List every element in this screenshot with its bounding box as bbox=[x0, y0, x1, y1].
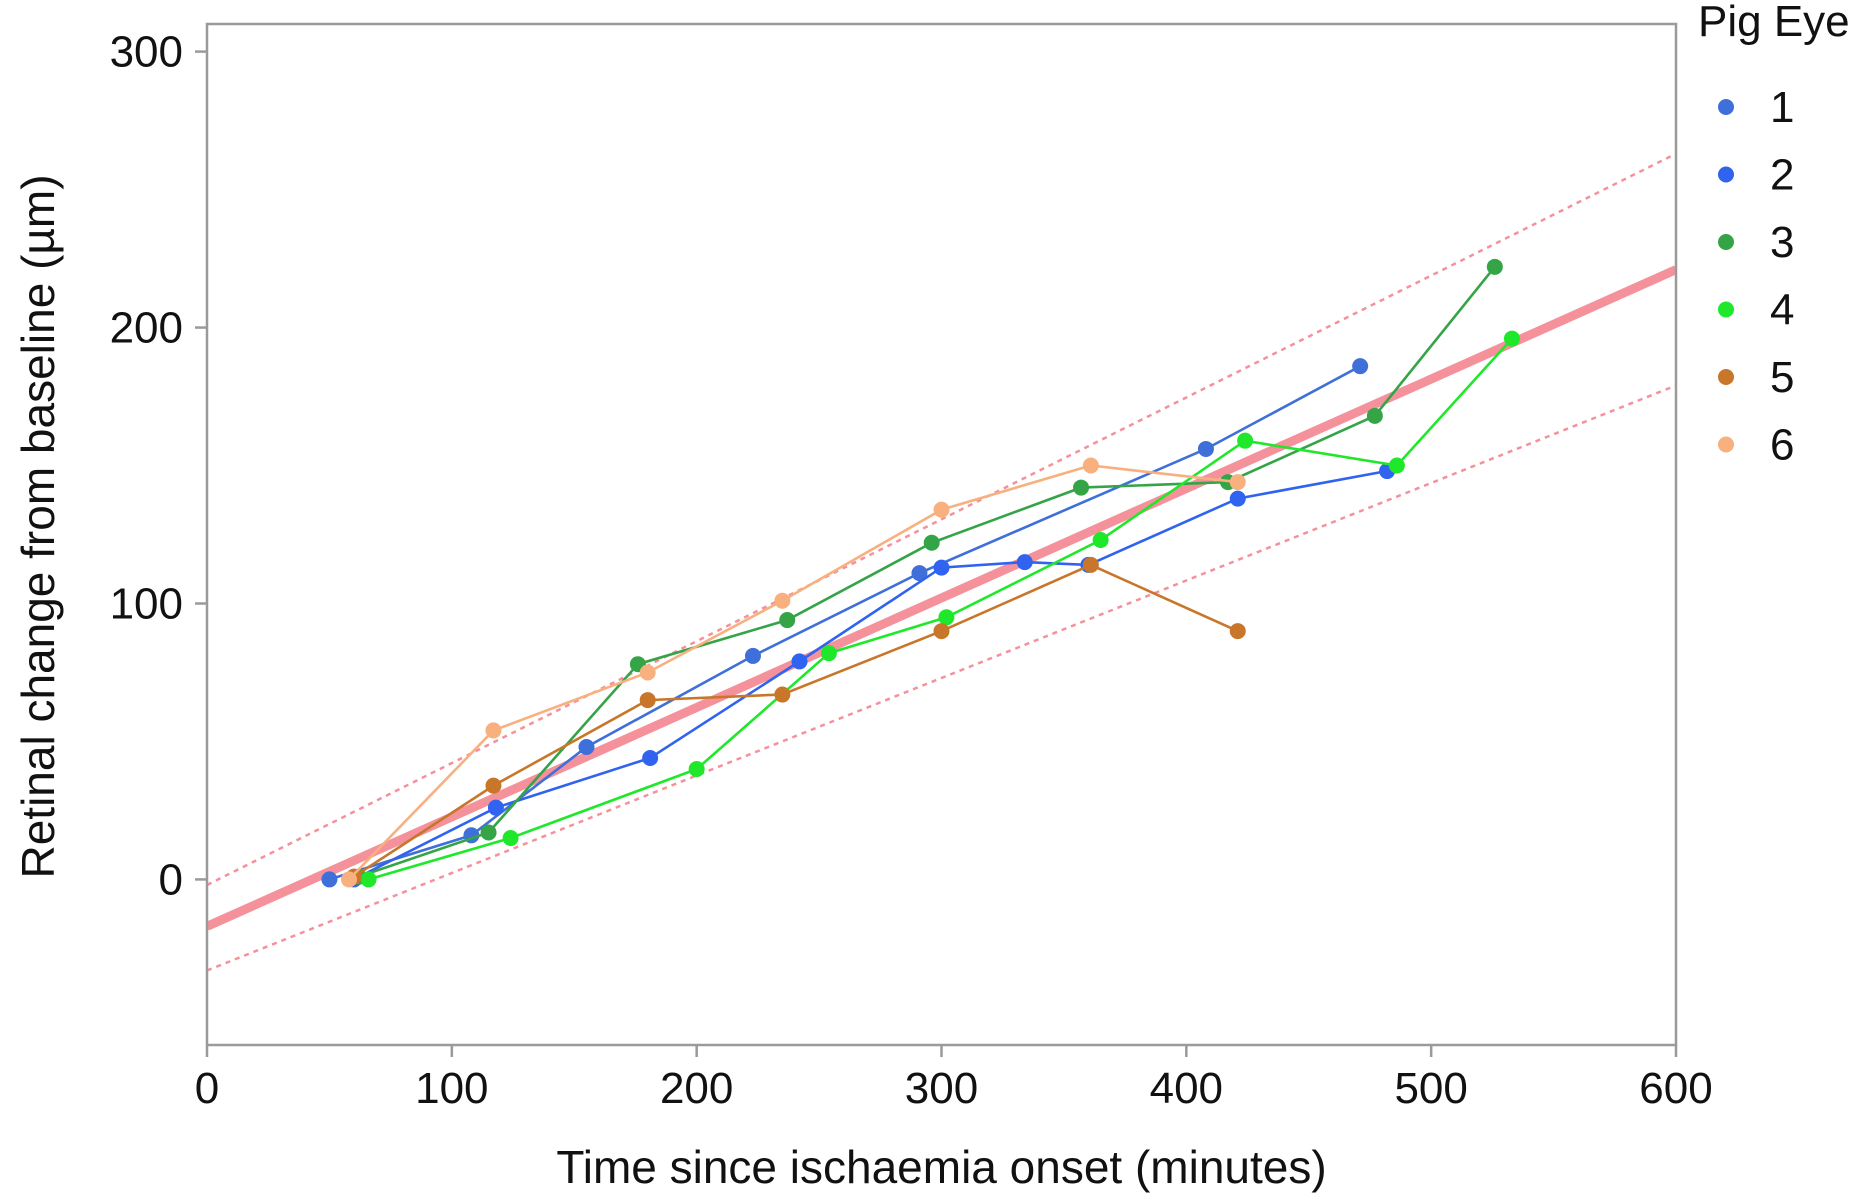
plot-frame bbox=[205, 22, 1678, 1047]
data-point bbox=[578, 738, 595, 755]
data-point bbox=[779, 612, 796, 629]
legend: Pig Eye 1 2 3 4 5 6 bbox=[1698, 0, 1850, 470]
y-tick-label: 200 bbox=[110, 304, 183, 353]
data-point bbox=[933, 501, 950, 518]
data-point bbox=[933, 559, 950, 576]
data-point bbox=[1503, 330, 1520, 347]
data-point bbox=[1237, 432, 1254, 449]
data-point bbox=[688, 761, 705, 778]
y-tick-label: 300 bbox=[110, 28, 183, 77]
data-point bbox=[923, 534, 940, 551]
data-point bbox=[774, 686, 791, 703]
data-point bbox=[639, 664, 656, 681]
series-4 bbox=[360, 330, 1520, 888]
series-line-2 bbox=[353, 469, 1388, 881]
legend-item: 6 bbox=[1718, 421, 1794, 470]
axes: 0 100 200 300 400 500 600 0 100 200 300 Time since … bbox=[12, 22, 1713, 1193]
data-point bbox=[1229, 490, 1246, 507]
y-tick-label: 0 bbox=[159, 855, 183, 904]
legend-item: 2 bbox=[1718, 151, 1794, 200]
series-2 bbox=[345, 463, 1396, 888]
data-point bbox=[360, 871, 377, 888]
regression-line bbox=[207, 265, 1676, 931]
legend-item: 1 bbox=[1718, 83, 1794, 132]
x-axis-title: Time since ischaemia onset (minutes) bbox=[556, 1141, 1326, 1193]
legend-label: 5 bbox=[1770, 353, 1794, 402]
data-point bbox=[820, 645, 837, 662]
legend-marker bbox=[1718, 301, 1734, 318]
legend-marker bbox=[1718, 369, 1734, 385]
legend-item: 3 bbox=[1718, 218, 1794, 267]
data-point bbox=[1352, 358, 1369, 375]
y-tick-label: 100 bbox=[110, 579, 183, 628]
legend-title: Pig Eye bbox=[1698, 0, 1850, 46]
data-point bbox=[1366, 407, 1383, 424]
lower-prediction-band bbox=[207, 384, 1676, 972]
series-1 bbox=[321, 358, 1369, 888]
x-tick-label: 500 bbox=[1394, 1064, 1467, 1113]
legend-label: 6 bbox=[1770, 421, 1794, 470]
legend-marker bbox=[1718, 234, 1734, 250]
data-point bbox=[341, 871, 358, 888]
data-point bbox=[480, 824, 497, 841]
data-point bbox=[1073, 479, 1090, 496]
data-point bbox=[1486, 258, 1503, 275]
x-tick-label: 0 bbox=[195, 1064, 219, 1113]
data-point bbox=[911, 565, 928, 582]
data-point bbox=[1082, 457, 1099, 474]
data-point bbox=[1197, 440, 1214, 457]
x-tick-label: 400 bbox=[1150, 1064, 1223, 1113]
data-point bbox=[933, 623, 950, 640]
data-point bbox=[1388, 457, 1405, 474]
data-point bbox=[1082, 556, 1099, 573]
data-point bbox=[744, 647, 761, 664]
data-point bbox=[1092, 532, 1109, 549]
data-point bbox=[1229, 474, 1246, 491]
legend-marker bbox=[1718, 436, 1734, 453]
data-point bbox=[502, 830, 519, 847]
legend-label: 1 bbox=[1770, 83, 1794, 132]
data-point bbox=[485, 777, 502, 794]
data-point bbox=[1229, 623, 1246, 640]
x-tick-label: 200 bbox=[660, 1064, 733, 1113]
legend-item: 4 bbox=[1718, 286, 1794, 335]
x-tick-label: 100 bbox=[415, 1064, 488, 1113]
legend-item: 5 bbox=[1718, 353, 1794, 402]
legend-marker bbox=[1718, 166, 1734, 183]
legend-label: 4 bbox=[1770, 286, 1794, 335]
data-point bbox=[1016, 554, 1033, 571]
series-5 bbox=[345, 556, 1246, 885]
data-point bbox=[938, 609, 955, 626]
upper-prediction-band bbox=[207, 152, 1676, 887]
x-tick-label: 600 bbox=[1639, 1064, 1712, 1113]
legend-label: 2 bbox=[1770, 151, 1794, 200]
legend-label: 3 bbox=[1770, 218, 1794, 267]
data-point bbox=[639, 692, 656, 709]
data-point bbox=[485, 722, 502, 739]
x-tick-label: 300 bbox=[905, 1064, 978, 1113]
series-6 bbox=[341, 457, 1246, 888]
data-point bbox=[774, 592, 791, 609]
data-point bbox=[321, 871, 338, 888]
data-point bbox=[791, 653, 808, 670]
data-point bbox=[642, 750, 659, 767]
legend-marker bbox=[1718, 99, 1734, 115]
y-axis-title: Retinal change from baseline (µm) bbox=[12, 174, 64, 878]
data-point bbox=[487, 799, 504, 816]
plot-area bbox=[207, 152, 1676, 972]
